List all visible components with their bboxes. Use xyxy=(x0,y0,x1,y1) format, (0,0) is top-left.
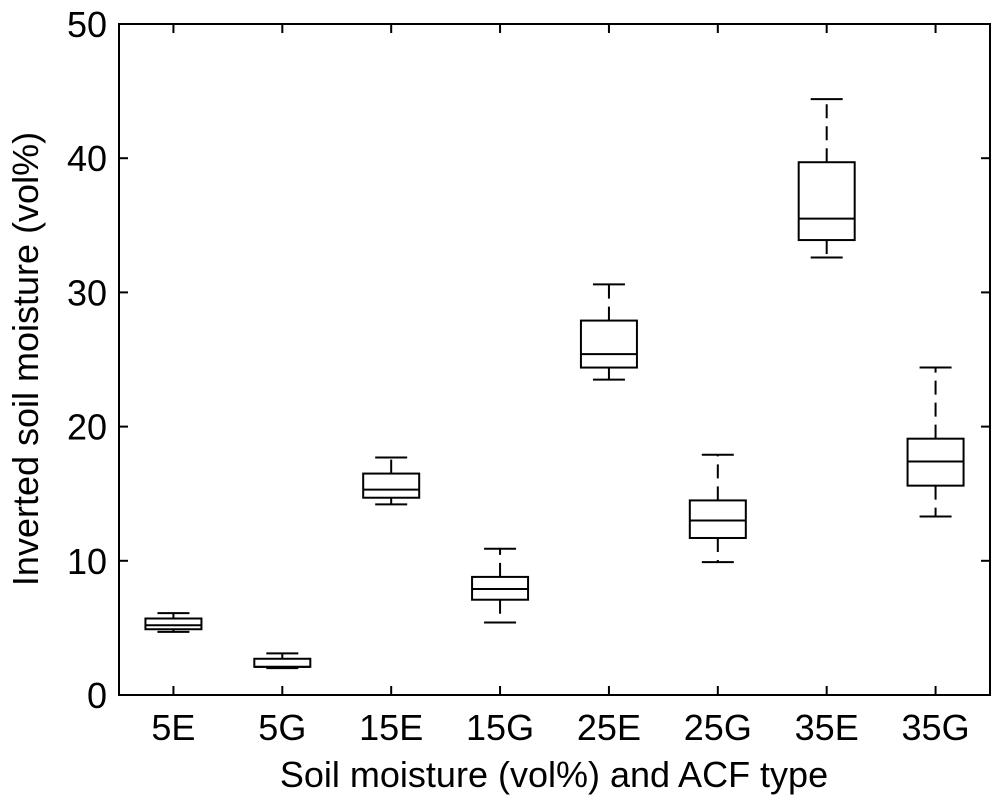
x-tick-label: 25G xyxy=(684,707,752,748)
y-axis: 0 10 20 30 40 50 xyxy=(67,4,990,716)
plot-area-frame xyxy=(118,23,991,696)
y-tick-label: 40 xyxy=(67,138,107,179)
iqr-box xyxy=(579,319,638,369)
box-5E xyxy=(144,612,203,633)
box-15E xyxy=(362,456,421,506)
y-tick-label: 10 xyxy=(67,541,107,582)
x-tick-label: 25E xyxy=(577,707,641,748)
iqr-box xyxy=(688,499,747,539)
y-tick-label: 20 xyxy=(67,407,107,448)
x-tick-label: 15G xyxy=(466,707,534,748)
y-axis-title: Inverted soil moisture (vol%) xyxy=(5,132,46,586)
x-axis: 5E 5G 15E 15G 25E 25G 35E 35G xyxy=(151,24,970,748)
box-5G xyxy=(253,652,312,670)
y-tick-label: 0 xyxy=(87,675,107,716)
y-tick-label: 30 xyxy=(67,272,107,313)
iqr-box xyxy=(253,657,312,668)
box-25G xyxy=(688,453,747,564)
iqr-box xyxy=(144,617,203,631)
box-35E xyxy=(797,98,856,259)
y-tick-label: 50 xyxy=(67,4,107,45)
iqr-box xyxy=(797,161,856,242)
x-tick-label: 35E xyxy=(795,707,859,748)
x-tick-label: 35G xyxy=(902,707,970,748)
box-35G xyxy=(906,366,965,518)
x-tick-label: 5E xyxy=(151,707,195,748)
iqr-box xyxy=(362,472,421,499)
x-tick-label: 5G xyxy=(258,707,306,748)
box-25E xyxy=(579,283,638,381)
x-axis-title: Soil moisture (vol%) and ACF type xyxy=(280,754,828,795)
x-tick-label: 15E xyxy=(359,707,423,748)
boxes-group xyxy=(144,98,965,670)
box-15G xyxy=(471,547,530,624)
